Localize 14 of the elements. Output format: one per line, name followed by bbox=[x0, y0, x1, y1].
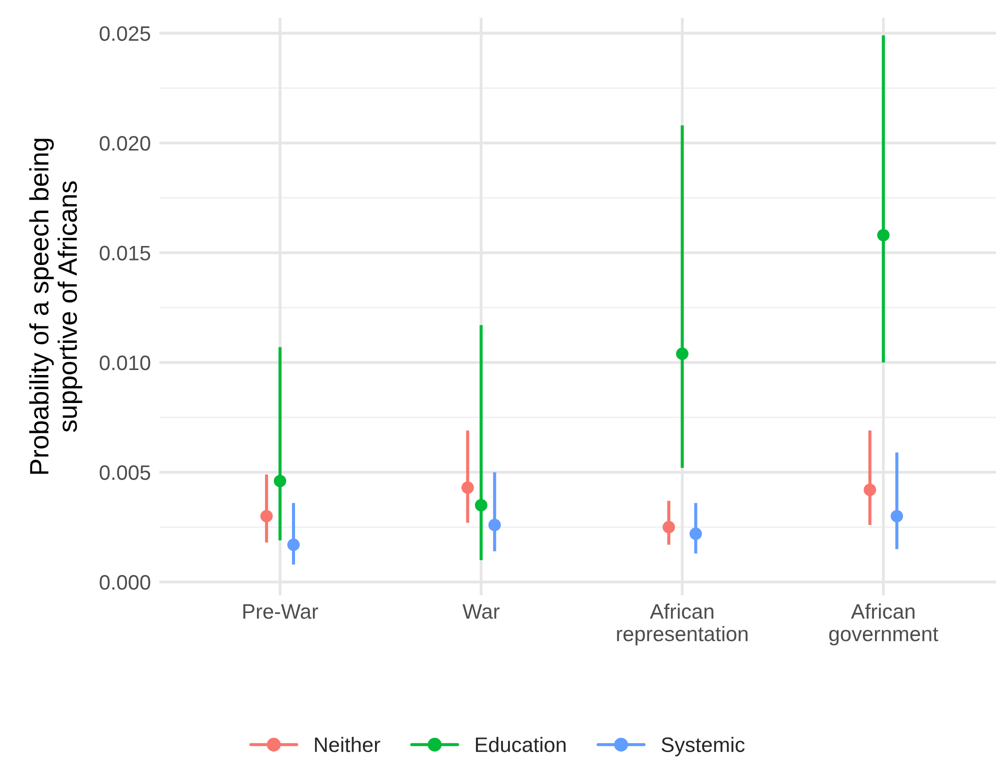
x-tick-label: African representation bbox=[617, 604, 748, 646]
y-tick-label: 0.010 bbox=[100, 355, 150, 370]
y-tick-label: 0.025 bbox=[100, 26, 150, 41]
y-tick-label: 0.005 bbox=[100, 465, 150, 480]
y-tick-label: 0.015 bbox=[100, 246, 150, 260]
x-tick-label: War bbox=[462, 604, 500, 619]
y-tick-label: 0.000 bbox=[100, 575, 150, 590]
legend-label: Education bbox=[476, 736, 566, 752]
y-tick-label: 0.020 bbox=[100, 136, 150, 151]
legend-label: Neither bbox=[315, 736, 380, 752]
legend-label: Systemic bbox=[662, 736, 745, 756]
y-axis-title: Probability of a speech being supportive of Africans bbox=[29, 138, 82, 474]
x-tick-label: Pre-War bbox=[243, 604, 318, 619]
x-tick-label: African government bbox=[829, 604, 938, 646]
